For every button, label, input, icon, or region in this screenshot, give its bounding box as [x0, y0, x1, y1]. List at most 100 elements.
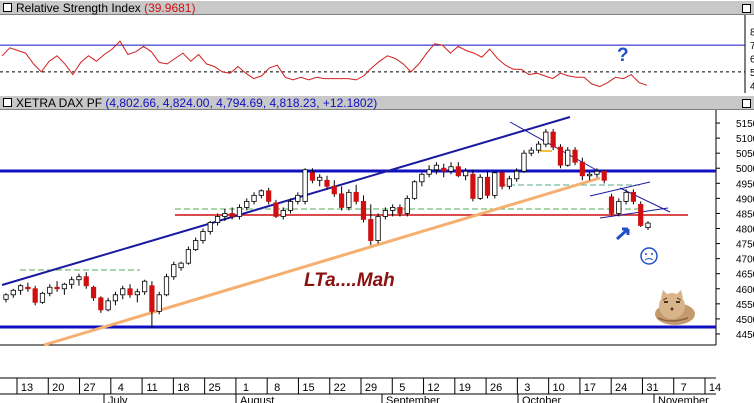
candle-body	[331, 185, 337, 195]
x-tick-label: 17	[584, 382, 596, 394]
candle-body	[163, 276, 170, 296]
rsi-y-tick: 6	[750, 55, 754, 66]
candle-body	[127, 288, 133, 296]
x-tick-label: 12	[427, 382, 439, 394]
candle-body	[623, 191, 629, 202]
candle-body	[134, 291, 140, 296]
candle-body	[375, 216, 381, 241]
x-tick-label: 24	[615, 382, 627, 394]
candle-body	[98, 297, 104, 311]
x-tick-label: 7	[681, 382, 687, 394]
y-tick-label: 4800	[736, 225, 754, 236]
candle-body	[572, 149, 578, 163]
candle-body	[645, 222, 651, 228]
candle-body	[90, 286, 97, 299]
candle-body	[280, 210, 286, 217]
candle-body	[338, 193, 345, 208]
x-tick-label: 13	[21, 382, 33, 394]
candle-body	[200, 231, 206, 241]
x-tick-label: 26	[490, 382, 502, 394]
candle-body	[601, 170, 607, 181]
x-tick-label: 8	[274, 382, 280, 394]
candle-body	[236, 207, 243, 217]
candle-body	[156, 294, 162, 312]
x-tick-label: 27	[83, 382, 95, 394]
x-tick-label: 29	[365, 382, 377, 394]
candle-body	[419, 173, 425, 183]
month-label: July	[108, 395, 128, 403]
candle-body	[17, 285, 24, 291]
y-tick-label: 4900	[736, 194, 754, 205]
candle-body	[346, 191, 352, 208]
x-tick-label: 25	[209, 382, 221, 394]
candle-body	[142, 280, 148, 293]
x-tick-label: 20	[52, 382, 64, 394]
candle-body	[492, 172, 498, 196]
window-icon[interactable]	[3, 3, 12, 12]
candle-body	[382, 210, 388, 217]
candle-body	[244, 200, 250, 208]
y-tick-label: 4550	[736, 300, 754, 311]
y-tick-label: 5050	[736, 149, 754, 160]
candle-body	[207, 222, 213, 232]
candle-body	[266, 190, 272, 202]
candle-body	[47, 286, 53, 294]
candle-body	[521, 152, 527, 172]
y-tick-label: 5100	[736, 134, 754, 145]
candle-body	[550, 131, 556, 148]
month-label: August	[240, 395, 274, 403]
rsi-title: Relative Strength Index (39.9681)	[16, 1, 195, 15]
month-label: October	[522, 395, 561, 403]
rsi-minimize-icon[interactable]	[742, 4, 751, 13]
candle-body	[273, 202, 279, 217]
window-icon[interactable]	[3, 98, 12, 107]
candle-body	[324, 179, 330, 187]
price-title: XETRA DAX PF (4,802.66, 4,824.00, 4,794.…	[16, 96, 377, 110]
x-tick-label: 19	[459, 382, 471, 394]
y-tick-label: 4500	[736, 315, 754, 326]
candle-body	[61, 283, 67, 290]
annotation-text: LTa....Mah	[304, 270, 395, 291]
x-tick-label: 18	[177, 382, 189, 394]
candle-body	[3, 294, 9, 300]
candle-body	[54, 286, 60, 290]
rsi-series-line	[1, 40, 648, 88]
candle-body	[309, 172, 316, 181]
candle-body	[397, 207, 403, 214]
candle-body	[353, 191, 359, 202]
price-name: XETRA DAX PF	[16, 96, 103, 110]
x-tick-label: 15	[302, 382, 314, 394]
x-tick-label: 1	[243, 382, 249, 394]
candle-body	[149, 285, 155, 312]
candle-body	[287, 200, 294, 211]
candle-body	[32, 288, 38, 303]
price-panel-header: XETRA DAX PF (4,802.66, 4,824.00, 4,794.…	[0, 95, 754, 110]
candle-body	[411, 181, 418, 199]
candle-body	[83, 276, 89, 287]
rsi-y-tick: 5	[750, 68, 754, 79]
y-tick-label: 5000	[736, 164, 754, 175]
candle-body	[258, 190, 264, 196]
candle-body	[587, 173, 593, 177]
candle-body	[368, 219, 374, 241]
month-label: November	[658, 395, 709, 403]
rsi-value: (39.9681)	[144, 1, 196, 15]
candle-body	[171, 264, 177, 278]
candle-body	[463, 170, 469, 177]
x-tick-label: 14	[709, 382, 721, 394]
candle-body	[317, 176, 323, 181]
rsi-y-tick: 4	[750, 81, 754, 92]
candle-body	[543, 131, 549, 145]
candle-body	[214, 216, 221, 223]
price-minimize-icon[interactable]	[742, 99, 751, 108]
y-tick-label: 4600	[736, 285, 754, 296]
candle-body	[39, 292, 46, 303]
y-tick-label: 4700	[736, 255, 754, 266]
candle-body	[455, 166, 461, 177]
candle-body	[222, 213, 228, 217]
rsi-panel-header: Relative Strength Index (39.9681)	[0, 0, 754, 15]
down-arrow-icon	[615, 227, 630, 241]
candle-body	[185, 249, 191, 264]
candle-body	[448, 166, 454, 172]
cat-icon	[655, 290, 695, 325]
